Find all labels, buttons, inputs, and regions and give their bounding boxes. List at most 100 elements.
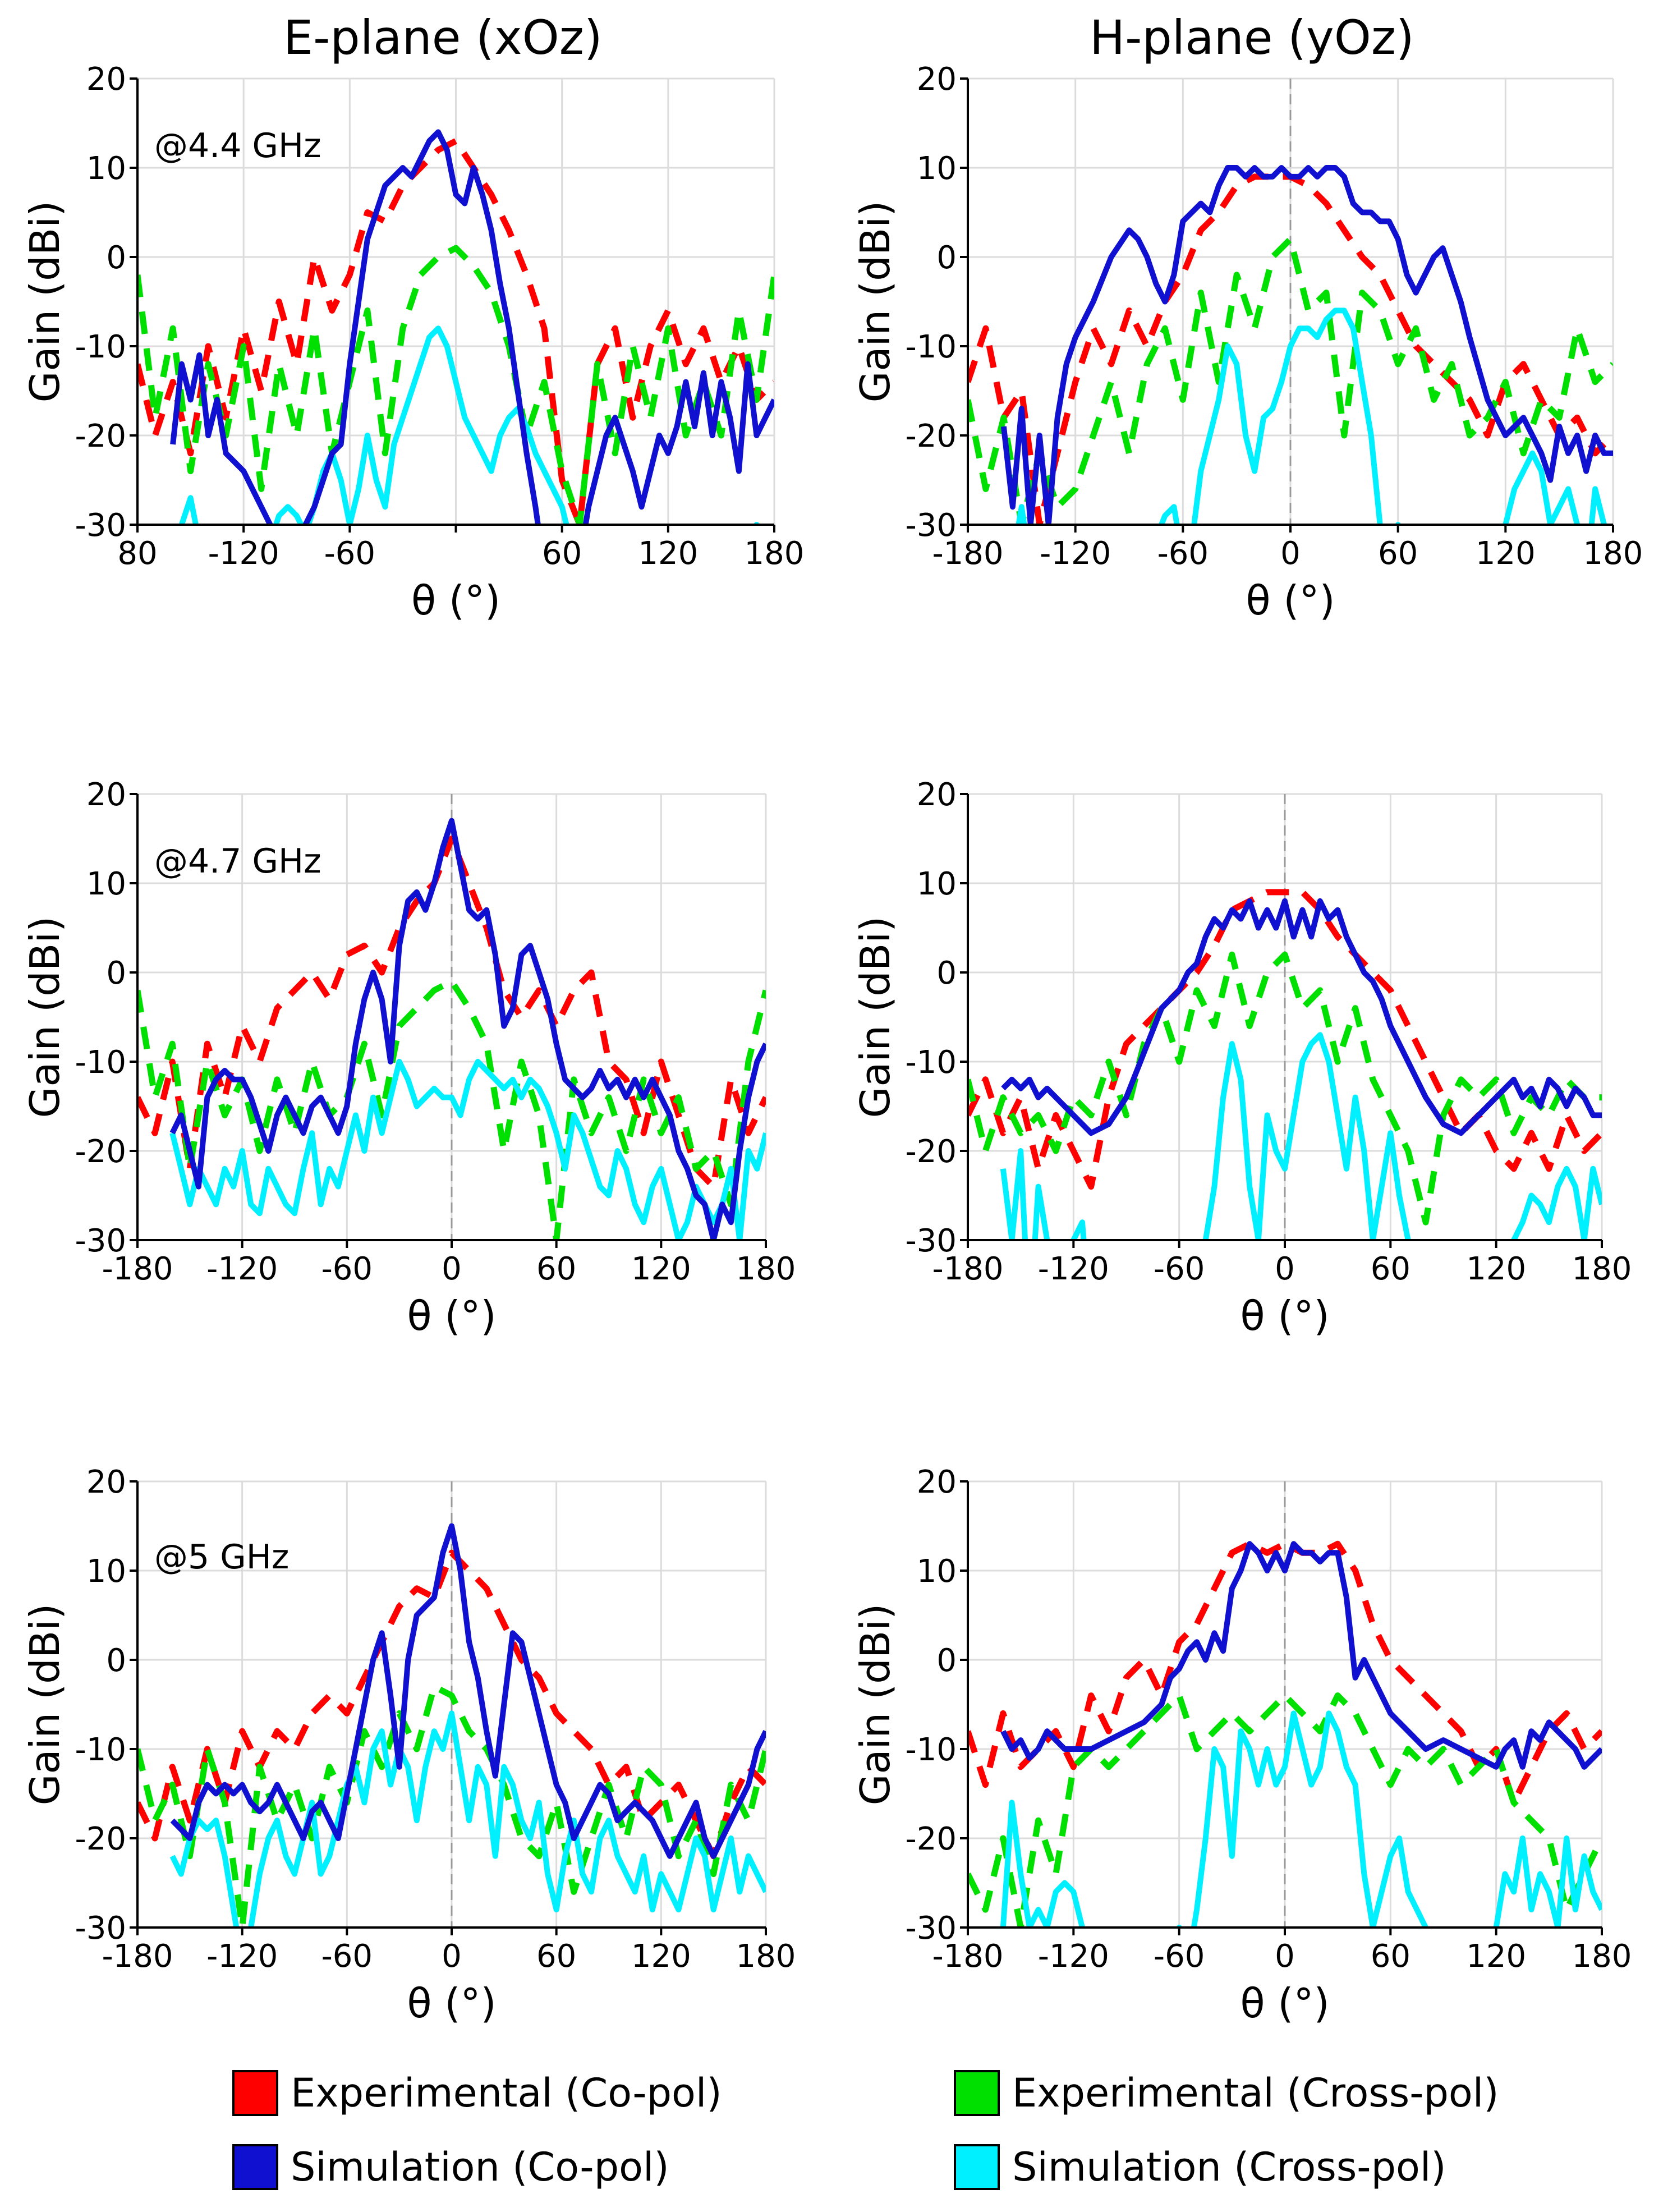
x-tick-label: -180 — [102, 1938, 173, 1975]
legend-swatch-sim-co — [232, 2144, 278, 2190]
x-axis-label: θ (°) — [407, 1292, 496, 1339]
series-exp-co-line — [137, 1549, 766, 1860]
y-tick-label: 0 — [106, 240, 126, 276]
y-tick-label: 0 — [936, 955, 957, 992]
series-exp-cross-line — [137, 1683, 766, 1928]
frequency-annotation: @5 GHz — [154, 1538, 289, 1577]
x-tick-label: 180 — [736, 1938, 796, 1975]
frequency-annotation: @4.7 GHz — [154, 842, 321, 881]
y-axis-label: Gain (dBi) — [852, 1604, 899, 1806]
x-tick-label: 120 — [1476, 535, 1536, 572]
legend-label-exp-co: Experimental (Co-pol) — [291, 2070, 722, 2116]
legend-label-sim-co: Simulation (Co-pol) — [291, 2144, 669, 2190]
x-tick-label: -60 — [324, 535, 375, 572]
y-tick-label: 10 — [86, 150, 126, 187]
series-exp-cross-line — [968, 236, 1613, 525]
y-tick-label: -10 — [75, 1732, 126, 1768]
y-tick-label: -30 — [906, 507, 957, 544]
y-tick-label: -20 — [75, 418, 126, 455]
y-tick-label: -20 — [906, 418, 957, 455]
y-tick-label: 20 — [917, 61, 957, 98]
y-tick-label: -20 — [75, 1133, 126, 1170]
y-tick-label: -30 — [75, 1223, 126, 1259]
x-tick-label: 0 — [442, 1938, 462, 1975]
x-tick-label: 180 — [736, 1251, 796, 1287]
series-sim-co-line — [170, 129, 774, 525]
series-sim-co-line — [170, 1523, 766, 1859]
x-tick-label: 120 — [631, 1938, 691, 1975]
x-tick-label: -180 — [932, 1251, 1003, 1287]
x-axis-label: θ (°) — [411, 577, 500, 624]
x-tick-label: -120 — [1040, 535, 1111, 572]
x-tick-label: 120 — [1466, 1938, 1526, 1975]
x-tick-label: 120 — [638, 535, 698, 572]
chart-h-plane-5: -30 -20 -10 0 10 20 -180 -120 -60 0 60 120 180 θ (°) G… — [852, 1464, 1632, 2027]
y-tick-label: 20 — [86, 777, 126, 813]
chart-h-plane-4.4: -30 -20 -10 0 10 20 -180 -120 -60 0 60 120 180 θ (°) G… — [852, 61, 1643, 624]
x-tick-label: 80 — [117, 535, 157, 572]
y-tick-label: -10 — [75, 329, 126, 365]
x-tick-label: -60 — [1157, 535, 1209, 572]
y-tick-label: 10 — [917, 866, 957, 902]
series-sim-co-line — [1001, 898, 1602, 1136]
y-tick-label: -30 — [906, 1223, 957, 1259]
series-sim-cross-line — [1003, 308, 1607, 525]
x-tick-label: -120 — [206, 1938, 278, 1975]
legend-swatch-exp-co — [232, 2070, 278, 2116]
y-tick-label: 10 — [86, 866, 126, 902]
y-tick-label: 20 — [917, 777, 957, 813]
series-sim-cross-line — [1000, 1710, 1602, 1928]
x-tick-label: -180 — [932, 1938, 1003, 1975]
y-tick-label: 0 — [106, 955, 126, 992]
y-axis-label: Gain (dBi) — [21, 1604, 68, 1806]
y-tick-label: -10 — [906, 1044, 957, 1081]
x-tick-label: 120 — [631, 1251, 691, 1287]
x-tick-label: -180 — [932, 535, 1003, 572]
x-tick-label: -60 — [1154, 1251, 1205, 1287]
y-tick-label: -10 — [906, 329, 957, 365]
legend-item-exp-cross: Experimental (Cross-pol) — [954, 2065, 1499, 2121]
x-tick-label: 180 — [1583, 535, 1643, 572]
y-tick-label: 10 — [86, 1553, 126, 1590]
y-tick-label: 10 — [917, 150, 957, 187]
y-tick-label: 20 — [86, 1464, 126, 1500]
series-exp-co-line — [968, 1540, 1602, 1806]
x-tick-label: -60 — [321, 1938, 373, 1975]
x-tick-label: -120 — [208, 535, 279, 572]
legend-item-sim-cross: Simulation (Cross-pol) — [954, 2139, 1446, 2195]
y-tick-label: -20 — [75, 1821, 126, 1857]
x-tick-label: 60 — [1371, 1938, 1411, 1975]
e-plane-column-title: E-plane (xOz) — [283, 10, 603, 65]
legend-label-sim-cross: Simulation (Cross-pol) — [1012, 2144, 1446, 2190]
series-sim-co-line — [1000, 165, 1613, 525]
y-axis-label: Gain (dBi) — [21, 916, 68, 1118]
y-tick-label: 20 — [86, 61, 126, 98]
series-sim-cross-line — [169, 1059, 766, 1240]
x-tick-label: -120 — [1038, 1938, 1109, 1975]
legend-item-exp-co: Experimental (Co-pol) — [232, 2065, 722, 2121]
y-tick-label: -10 — [906, 1732, 957, 1768]
x-tick-label: 120 — [1466, 1251, 1526, 1287]
x-tick-label: -60 — [1154, 1938, 1205, 1975]
x-axis-label: θ (°) — [1246, 577, 1335, 624]
series-exp-cross-line — [968, 951, 1602, 1226]
x-axis-label: θ (°) — [407, 1980, 496, 2027]
y-axis-label: Gain (dBi) — [852, 201, 899, 403]
y-axis-label: Gain (dBi) — [852, 916, 899, 1118]
series-sim-cross-line — [1000, 1032, 1602, 1240]
x-tick-label: 60 — [542, 535, 582, 572]
y-tick-label: -20 — [906, 1821, 957, 1857]
series-exp-co-line — [968, 889, 1602, 1190]
x-tick-label: 0 — [442, 1251, 462, 1287]
chart-e-plane-4.7: -30 -20 -10 0 10 20 -180 -120 -60 0 60 120 180 θ (°) G… — [21, 777, 796, 1339]
series-sim-cross-line — [178, 325, 760, 525]
y-tick-label: -10 — [75, 1044, 126, 1081]
series-sim-co-line — [169, 818, 766, 1240]
x-tick-label: 60 — [536, 1938, 576, 1975]
legend-item-sim-co: Simulation (Co-pol) — [232, 2139, 669, 2195]
y-tick-label: 10 — [917, 1553, 957, 1590]
x-tick-label: 0 — [1275, 1251, 1295, 1287]
x-tick-label: 60 — [1371, 1251, 1411, 1287]
series-exp-co-line — [137, 836, 766, 1190]
x-tick-label: -120 — [1038, 1251, 1109, 1287]
